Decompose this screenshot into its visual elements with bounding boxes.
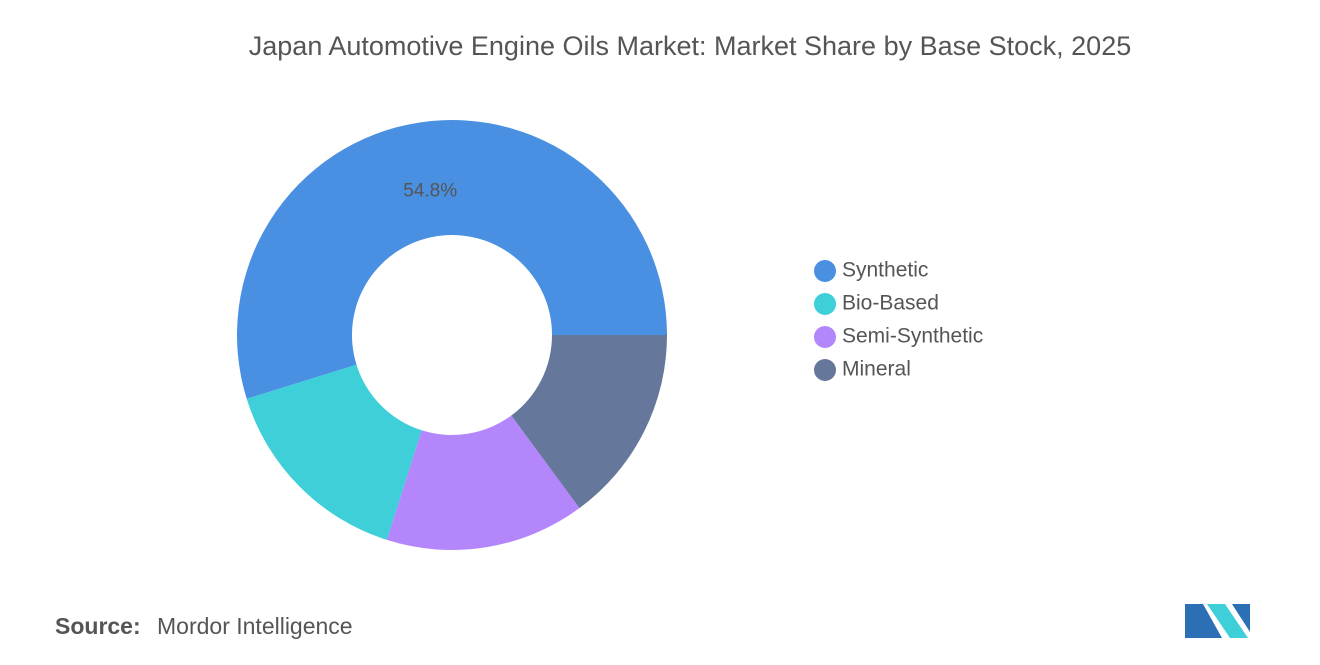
logo: [1185, 604, 1250, 638]
source-label: Source:: [55, 613, 141, 639]
logo-part: [1185, 604, 1222, 638]
logo-part: [1207, 604, 1248, 638]
donut-slice: [511, 335, 667, 509]
donut-slice: [236, 120, 667, 399]
legend-label: Bio-Based: [842, 292, 939, 315]
chart-title: Japan Automotive Engine Oils Market: Mar…: [249, 31, 1131, 61]
donut-slice: [246, 364, 422, 540]
source-text: Mordor Intelligence: [157, 613, 353, 639]
legend-marker: [814, 359, 836, 381]
legend-label: Synthetic: [842, 259, 928, 282]
data-label: 54.8%: [403, 181, 457, 202]
logo-part: [1232, 604, 1250, 632]
donut-slice: [386, 415, 580, 550]
legend-marker: [814, 260, 836, 282]
legend-marker: [814, 293, 836, 315]
legend-label: Mineral: [842, 358, 911, 381]
legend-marker: [814, 326, 836, 348]
legend-label: Semi-Synthetic: [842, 325, 983, 348]
